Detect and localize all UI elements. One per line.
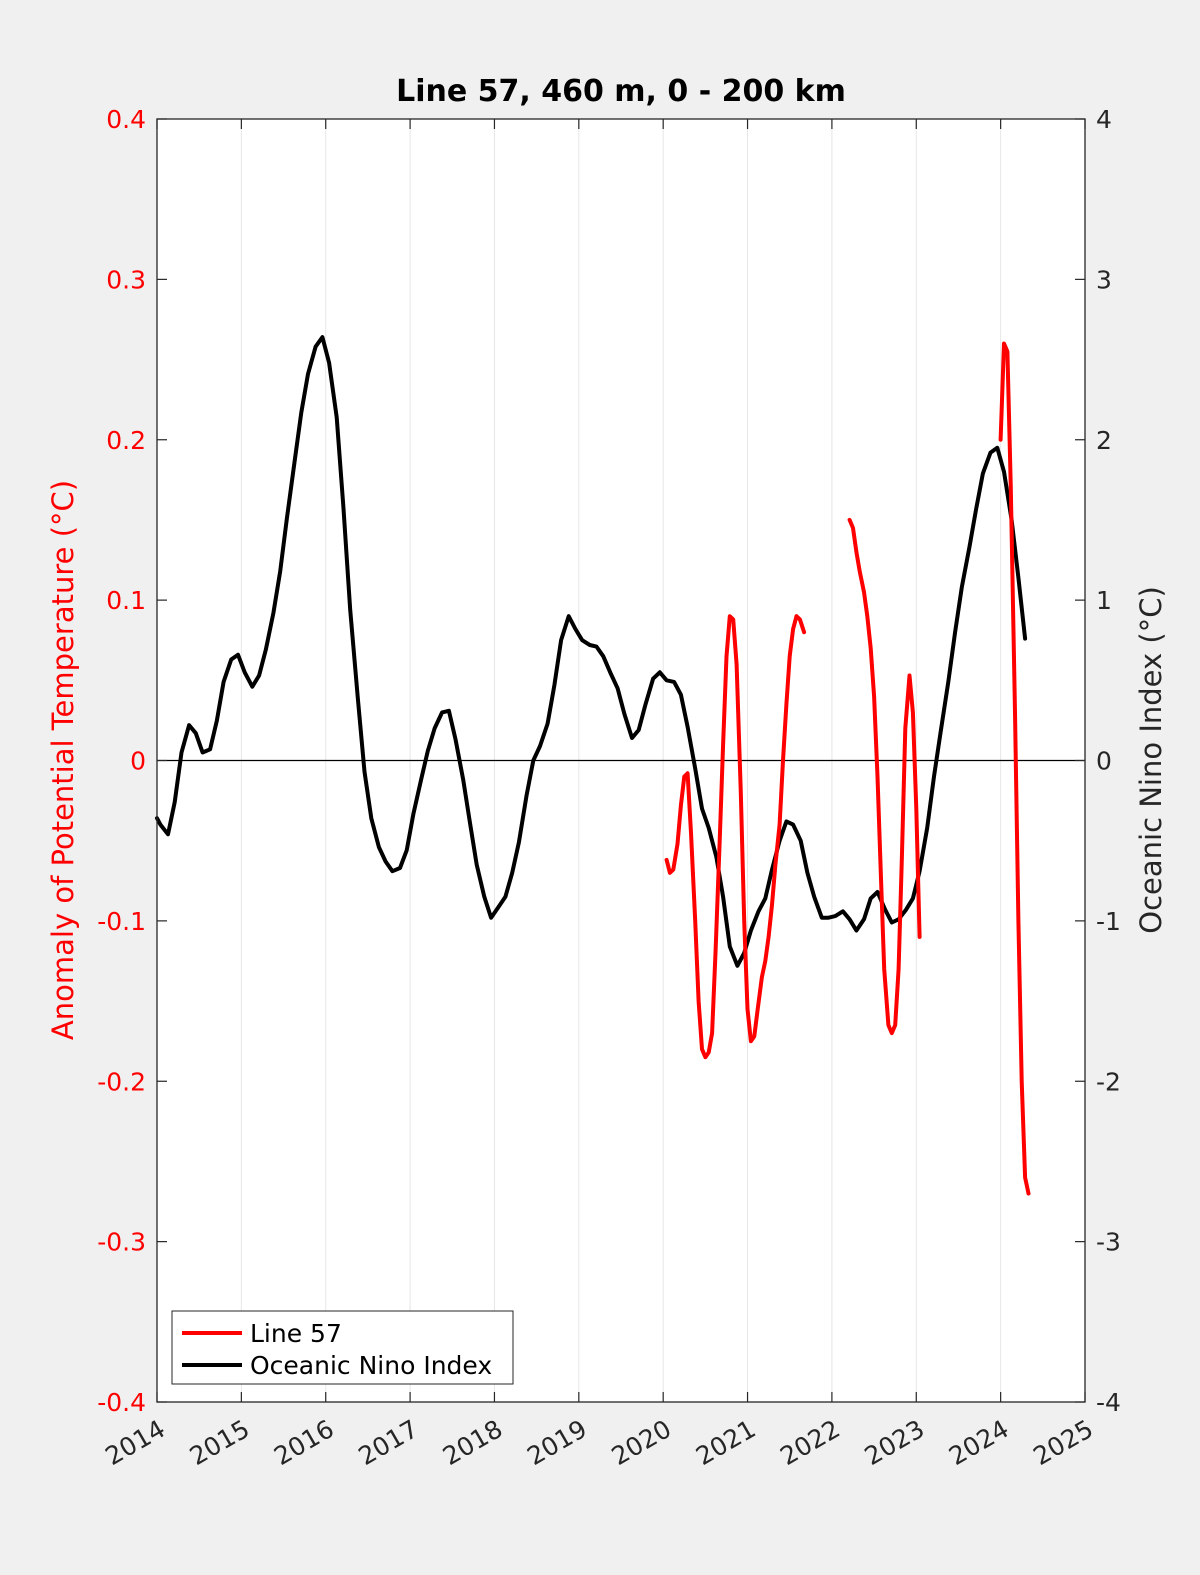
series-layer: [155, 335, 1031, 1196]
y-right-tick-label: 2: [1096, 426, 1112, 455]
y-right-tick-label: 3: [1096, 265, 1112, 294]
right-axis-label: Oceanic Nino Index (°C): [1134, 586, 1168, 934]
y-left-tick-label: -0.3: [97, 1228, 146, 1257]
series-line57-segment-2: [847, 517, 922, 1036]
y-right-tick-label: -2: [1096, 1067, 1121, 1096]
left-axis-label: Anomaly of Potential Temperature (°C): [46, 480, 80, 1040]
x-tick-label: 2021: [691, 1414, 761, 1471]
x-tick-label: 2023: [860, 1414, 930, 1471]
x-tick-label: 2018: [438, 1414, 508, 1471]
y-right-tick-label: 0: [1096, 747, 1112, 776]
y-right-tick-label: 4: [1096, 105, 1112, 134]
y-left-tick-label: -0.2: [97, 1067, 146, 1096]
x-tick-label: 2015: [185, 1414, 255, 1471]
y-left-tick-label: -0.4: [97, 1388, 146, 1417]
x-tick-label: 2020: [607, 1414, 677, 1471]
x-tick-label: 2017: [353, 1414, 423, 1471]
x-tick-label: 2022: [775, 1414, 845, 1471]
y-left-tick-label: 0.2: [106, 426, 146, 455]
y-left-tick-label: 0.1: [106, 586, 146, 615]
chart-title: Line 57, 460 m, 0 - 200 km: [396, 74, 846, 109]
y-right-tick-label: 1: [1096, 586, 1112, 615]
series-line57-segment-1: [664, 614, 807, 1060]
legend-box: [171, 1310, 514, 1385]
y-right-tick-label: -1: [1096, 907, 1121, 936]
legend-line57-label: Line 57: [250, 1319, 342, 1348]
y-left-tick-label: -0.1: [97, 907, 146, 936]
legend-oni-label: Oceanic Nino Index: [250, 1351, 492, 1380]
y-right-tick-label: -3: [1096, 1228, 1121, 1257]
y-left-tick-label: 0.3: [106, 265, 146, 294]
legend: Line 57 Oceanic Nino Index: [171, 1310, 514, 1385]
x-tick-label: 2019: [522, 1414, 592, 1471]
x-tick-label: 2025: [1028, 1414, 1098, 1471]
x-tick-label: 2016: [269, 1414, 339, 1471]
y-left-tick-label: 0.4: [106, 105, 146, 134]
x-tick-label: 2024: [944, 1414, 1014, 1471]
y-left-tick-label: 0: [130, 747, 146, 776]
series-line57-segment-3: [998, 341, 1031, 1196]
x-tick-label: 2014: [100, 1414, 170, 1471]
y-right-tick-label: -4: [1096, 1388, 1121, 1417]
axis-ticks: [156, 118, 1086, 1403]
